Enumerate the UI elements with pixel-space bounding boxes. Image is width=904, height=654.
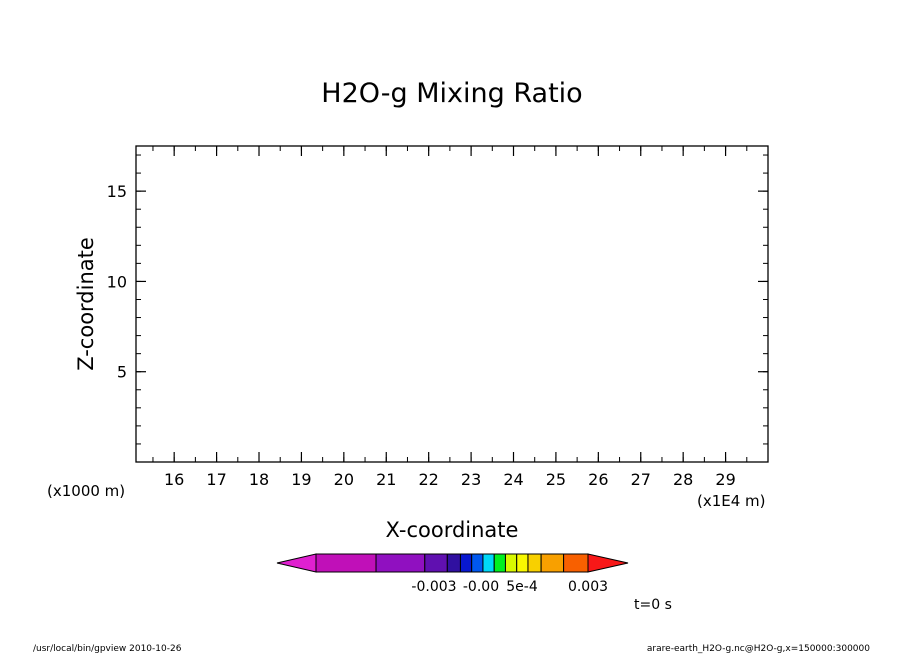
y-tick-label: 5 <box>117 363 127 382</box>
y-axis-multiplier: (x1000 m) <box>47 482 125 500</box>
x-tick-label: 19 <box>291 470 311 489</box>
colorbar-label: -0.003 <box>411 579 456 595</box>
x-axis-label: X-coordinate <box>386 518 519 542</box>
colorbar-segment <box>563 553 589 573</box>
x-axis-ticks <box>152 146 769 462</box>
y-axis-tick-labels: 5 10 15 <box>107 182 127 382</box>
colorbar-segment <box>375 553 426 573</box>
y-axis-ticks <box>136 154 768 445</box>
chart-title: H2O-g Mixing Ratio <box>321 78 582 109</box>
colorbar <box>276 553 629 573</box>
colorbar-segment <box>446 553 461 573</box>
x-tick-label: 26 <box>588 470 608 489</box>
colorbar-segment <box>471 553 484 573</box>
y-tick-label: 15 <box>107 182 127 201</box>
x-tick-label: 22 <box>418 470 438 489</box>
x-axis-multiplier: (x1E4 m) <box>697 492 766 510</box>
x-tick-label: 25 <box>546 470 566 489</box>
colorbar-segment <box>516 553 529 573</box>
x-tick-label: 27 <box>631 470 651 489</box>
x-tick-label: 24 <box>503 470 523 489</box>
x-tick-label: 23 <box>461 470 481 489</box>
colorbar-segment <box>459 553 473 573</box>
colorbar-segment <box>315 553 377 573</box>
colorbar-segment <box>527 553 542 573</box>
colorbar-segment <box>482 553 495 573</box>
x-tick-label: 20 <box>334 470 354 489</box>
colorbar-underflow-triangle <box>276 553 317 573</box>
colorbar-label: -0.00 <box>463 579 499 595</box>
colorbar-segment <box>540 553 565 573</box>
colorbar-segment <box>493 553 506 573</box>
footer-left: /usr/local/bin/gpview 2010-10-26 <box>33 644 182 654</box>
colorbar-labels: -0.003 -0.00 5e-4 0.003 <box>411 579 608 595</box>
x-tick-label: 18 <box>249 470 269 489</box>
x-tick-label: 17 <box>206 470 226 489</box>
x-tick-label: 29 <box>715 470 735 489</box>
y-axis-label: Z-coordinate <box>74 237 98 371</box>
colorbar-segment <box>504 553 518 573</box>
x-tick-label: 16 <box>164 470 184 489</box>
x-tick-label: 28 <box>673 470 693 489</box>
time-label: t=0 s <box>634 597 672 613</box>
colorbar-overflow-triangle <box>587 553 629 573</box>
y-tick-label: 10 <box>107 272 127 291</box>
footer-right: arare-earth_H2O-g.nc@H2O-g,x=150000:3000… <box>647 644 870 654</box>
colorbar-label: 0.003 <box>568 579 608 595</box>
x-tick-label: 21 <box>376 470 396 489</box>
colorbar-segment <box>424 553 448 573</box>
x-axis-tick-labels: 16 17 18 19 20 21 22 23 24 25 26 27 28 29 <box>164 470 736 489</box>
plot-frame <box>135 145 769 463</box>
colorbar-label: 5e-4 <box>506 579 538 595</box>
